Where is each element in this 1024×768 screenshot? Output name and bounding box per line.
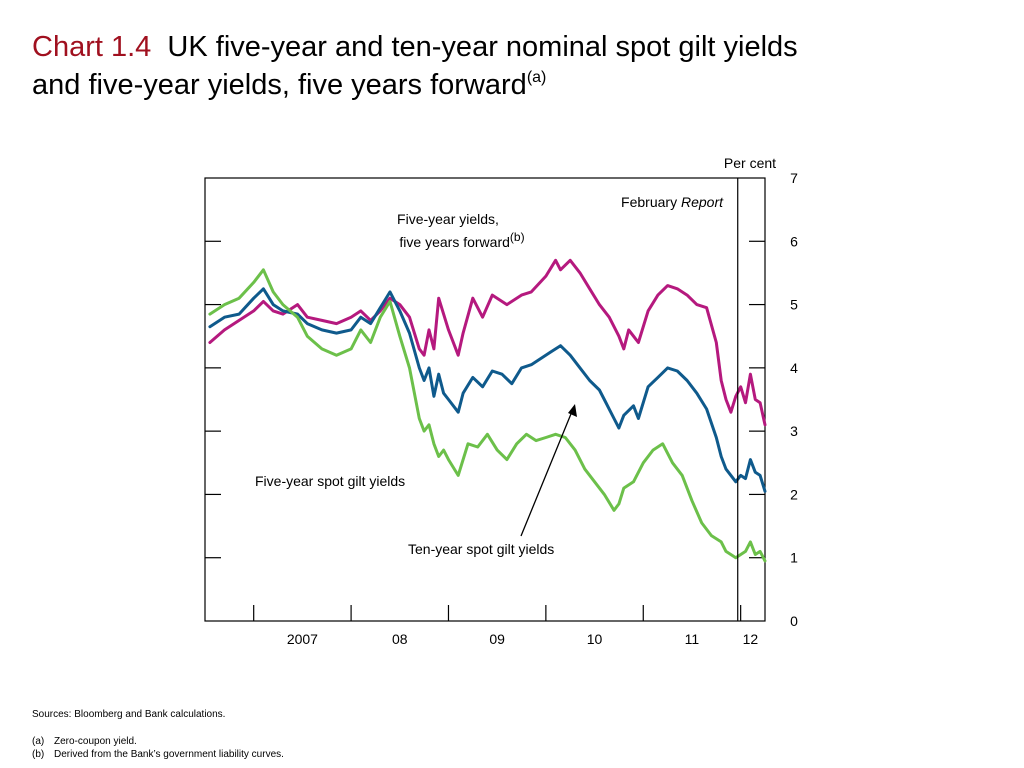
annotation-ten-year-spot: Ten-year spot gilt yields	[408, 541, 554, 557]
annotation-five-year-forward-line2: five years forward(b)	[399, 230, 524, 250]
chart-title: Chart 1.4 UK five-year and ten-year nomi…	[32, 28, 992, 104]
x-tick-label: 10	[587, 631, 603, 647]
title-line-2: and five-year yields, five years forward	[32, 69, 527, 101]
footnote-b: (b) Derived from the Bank’s government li…	[32, 749, 284, 760]
y-tick-label: 2	[790, 486, 798, 502]
x-tick-label: 08	[392, 631, 408, 647]
annotation-five-year-spot: Five-year spot gilt yields	[255, 473, 405, 489]
title-line-1: UK five-year and ten-year nominal spot g…	[167, 31, 798, 63]
y-tick-label: 5	[790, 297, 798, 313]
annotation-five-year-forward-line1: Five-year yields,	[397, 211, 499, 227]
x-tick-label: 12	[743, 631, 759, 647]
y-tick-label: 1	[790, 550, 798, 566]
series-line-tenyr	[208, 287, 767, 493]
y-tick-label: 6	[790, 233, 798, 249]
footnote-a: (a) Zero-coupon yield.	[32, 736, 137, 747]
x-axis: 2007 08 09 10 11 12	[253, 605, 759, 647]
y-tick-label: 0	[790, 613, 798, 629]
chart-number: Chart 1.4	[32, 31, 152, 63]
series-group	[208, 258, 767, 563]
y-unit-label: Per cent	[724, 155, 776, 171]
y-tick-label: 7	[790, 170, 798, 186]
y-tick-label: 3	[790, 423, 798, 439]
plot-frame	[204, 177, 766, 622]
arrow-head-icon	[568, 404, 577, 417]
sources-note: Sources: Bloomberg and Bank calculations…	[32, 709, 226, 720]
title-footnote-marker: (a)	[526, 69, 547, 86]
x-tick-label: 2007	[287, 631, 318, 647]
x-tick-label: 09	[489, 631, 505, 647]
ten-year-pointer-arrow	[520, 408, 574, 537]
x-tick-label: 11	[685, 631, 700, 647]
y-axis: 0 1 2 3 4 5 6 7	[205, 170, 798, 629]
series-line-fivyr	[208, 268, 767, 563]
february-report-label: February Report	[621, 194, 724, 210]
series-line-fwd	[208, 258, 767, 427]
y-tick-label: 4	[790, 360, 798, 376]
